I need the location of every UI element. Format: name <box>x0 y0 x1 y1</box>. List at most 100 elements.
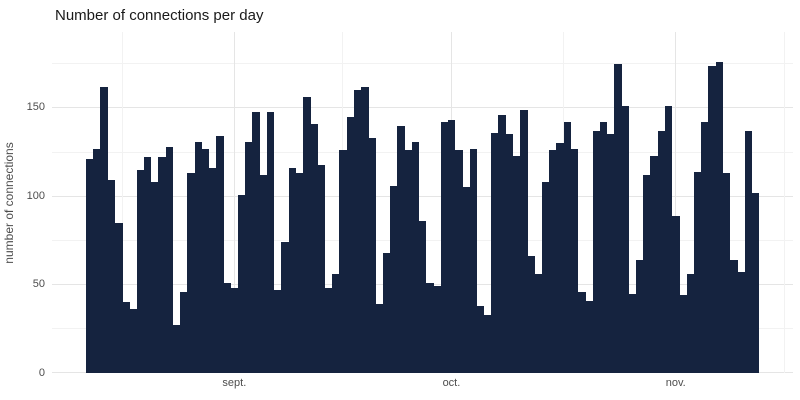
bar-day-33 <box>324 288 333 373</box>
bar-day-24 <box>259 175 268 373</box>
y-minor-gridline <box>52 63 793 65</box>
bar-day-32 <box>317 164 326 373</box>
bar-day-84 <box>693 171 702 373</box>
bar-day-90 <box>737 272 745 373</box>
bar-day-13 <box>180 291 188 373</box>
bar-day-40 <box>375 304 384 373</box>
bar-day-36 <box>346 116 355 373</box>
bar-day-21 <box>237 194 246 373</box>
bar-day-77 <box>643 175 651 373</box>
x-tick-label: nov. <box>665 377 686 389</box>
bar-day-17 <box>209 168 217 373</box>
bar-day-4 <box>114 222 123 373</box>
bar-day-11 <box>165 146 174 373</box>
bar-day-66 <box>563 122 572 373</box>
y-tick-label: 100 <box>26 189 45 202</box>
bar-day-22 <box>245 141 253 373</box>
bar-day-83 <box>686 274 695 373</box>
bar-day-85 <box>701 122 709 373</box>
bar-day-29 <box>295 173 304 373</box>
bar-day-50 <box>447 120 456 373</box>
bar-day-72 <box>607 134 615 373</box>
bar-day-10 <box>158 157 166 373</box>
bar-day-12 <box>172 325 181 373</box>
bar-day-46 <box>418 221 427 373</box>
bar-day-42 <box>389 185 398 373</box>
bar-day-39 <box>368 138 376 373</box>
bar-day-75 <box>628 293 637 373</box>
bar-day-8 <box>143 157 152 373</box>
bar-day-2 <box>100 86 109 373</box>
bar-day-28 <box>288 168 297 373</box>
y-major-gridline <box>52 195 793 197</box>
bar-day-53 <box>469 148 478 373</box>
bar-day-54 <box>476 305 485 373</box>
y-major-gridline <box>52 107 793 109</box>
bar-day-60 <box>520 109 528 373</box>
bar-day-15 <box>194 141 203 373</box>
bar-day-27 <box>281 242 289 373</box>
x-tick-label: sept. <box>222 377 247 389</box>
bar-day-89 <box>730 259 738 373</box>
bar-day-9 <box>151 182 159 373</box>
bar-day-88 <box>722 173 731 373</box>
bar-day-87 <box>715 62 724 373</box>
bar-day-7 <box>136 169 145 373</box>
bar-day-65 <box>556 143 564 373</box>
bar-day-71 <box>599 122 608 373</box>
bar-day-61 <box>527 256 535 373</box>
bar-day-92 <box>751 192 760 373</box>
bar-day-26 <box>274 289 282 373</box>
bar-day-64 <box>549 150 557 373</box>
bar-day-51 <box>455 150 463 373</box>
bar-day-5 <box>122 302 130 373</box>
y-tick-label: 0 <box>38 366 45 379</box>
bar-day-47 <box>426 282 434 373</box>
bar-day-44 <box>404 150 412 373</box>
plot-panel <box>52 32 793 373</box>
bar-day-14 <box>187 173 195 373</box>
bar-day-56 <box>491 132 499 373</box>
bar-day-3 <box>107 180 116 373</box>
bar-day-6 <box>129 309 137 373</box>
bar-day-25 <box>266 111 275 373</box>
bar-day-45 <box>411 141 420 373</box>
bar-day-38 <box>360 86 369 373</box>
bar-day-68 <box>578 291 586 373</box>
x-major-gridline <box>675 32 677 373</box>
bar-day-35 <box>339 150 347 373</box>
chart-title: Number of connections per day <box>55 7 264 24</box>
bar-day-70 <box>592 130 601 373</box>
bar-day-37 <box>353 90 362 373</box>
bar-day-91 <box>744 130 753 373</box>
bar-day-69 <box>585 300 593 373</box>
x-minor-gridline <box>121 32 123 373</box>
bar-day-59 <box>512 155 521 373</box>
bar-day-63 <box>541 182 550 373</box>
bar-day-62 <box>534 274 543 373</box>
bar-day-49 <box>440 122 449 373</box>
bar-day-78 <box>650 155 659 373</box>
bar-day-55 <box>484 314 492 373</box>
bar-day-67 <box>570 148 579 373</box>
y-axis-title: number of connections <box>2 142 16 264</box>
bar-day-23 <box>252 111 261 373</box>
bar-day-31 <box>310 123 318 373</box>
x-minor-gridline <box>783 32 785 373</box>
bar-day-52 <box>462 187 470 373</box>
x-tick-label: oct. <box>442 377 461 389</box>
bar-day-74 <box>621 106 630 373</box>
bar-day-34 <box>332 274 340 373</box>
bar-day-73 <box>614 63 622 373</box>
y-tick-label: 150 <box>26 101 45 114</box>
bar-day-43 <box>397 125 405 373</box>
bar-day-82 <box>679 295 687 373</box>
bar-day-80 <box>664 106 673 373</box>
bar-day-16 <box>201 148 210 373</box>
bar-day-58 <box>505 134 514 373</box>
bar-day-1 <box>93 148 101 373</box>
bar-day-86 <box>708 65 716 373</box>
y-tick-label: 50 <box>32 278 45 291</box>
bar-day-20 <box>230 288 239 373</box>
